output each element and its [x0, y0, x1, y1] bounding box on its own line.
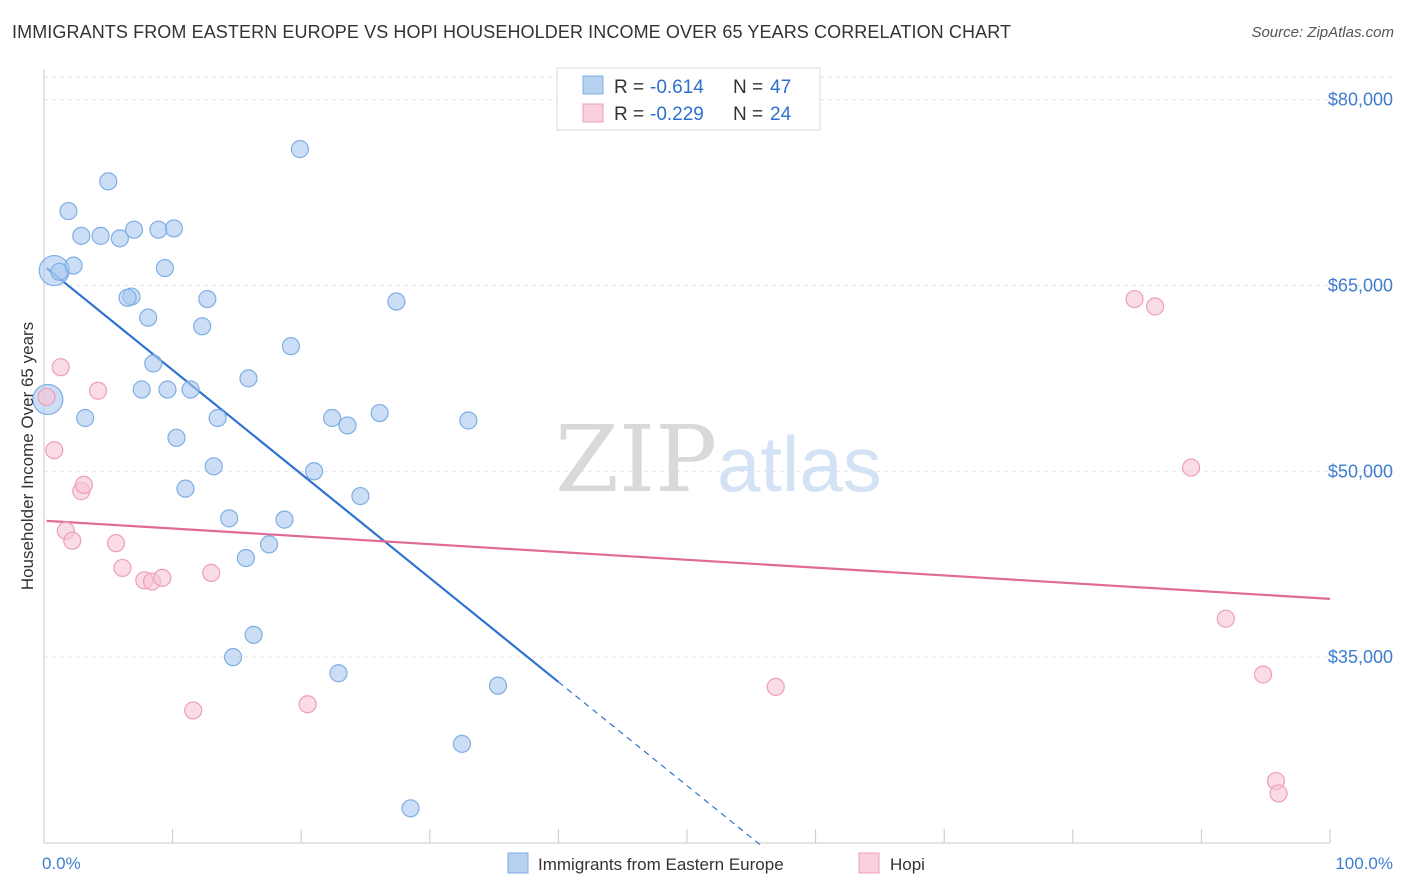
watermark: ZIP atlas	[555, 406, 882, 513]
point-eastern-europe	[244, 625, 263, 644]
stats-legend-swatch-pink	[582, 103, 604, 123]
point-eastern-europe	[158, 380, 177, 399]
legend-label-hopi: Hopi	[890, 855, 925, 874]
point-hopi	[202, 563, 221, 582]
point-eastern-europe	[401, 799, 420, 818]
point-eastern-europe	[198, 289, 217, 309]
point-eastern-europe	[322, 408, 342, 428]
point-eastern-europe	[132, 380, 151, 399]
legend-swatch-eastern-europe	[507, 852, 529, 874]
y-tick-label: $50,000	[1328, 461, 1393, 481]
point-hopi	[63, 531, 82, 550]
point-eastern-europe	[338, 416, 357, 435]
point-eastern-europe	[459, 411, 478, 430]
point-eastern-europe	[220, 509, 239, 528]
y-tick-label: $35,000	[1328, 647, 1393, 667]
stats-r-value-pink: -0.229	[650, 104, 704, 125]
point-eastern-europe	[155, 258, 174, 278]
grid-lines	[44, 76, 1393, 658]
trend-line-series-0	[45, 267, 560, 683]
x-tick-label-max: 100.0%	[1335, 854, 1393, 873]
point-eastern-europe	[193, 317, 212, 336]
point-hopi	[153, 568, 172, 587]
point-eastern-europe	[72, 226, 91, 245]
point-eastern-europe	[164, 219, 183, 238]
point-eastern-europe	[144, 354, 163, 373]
stats-n-label-blue: N =	[733, 77, 763, 98]
chart-title: IMMIGRANTS FROM EASTERN EUROPE VS HOPI H…	[12, 22, 1012, 42]
y-tick-label: $65,000	[1328, 275, 1393, 295]
watermark-zip: ZIP	[555, 406, 717, 513]
point-hopi	[37, 387, 56, 407]
watermark-atlas: atlas	[717, 420, 882, 508]
trend-lines	[45, 267, 1331, 849]
x-ticks	[43, 829, 1331, 843]
point-eastern-europe	[452, 734, 472, 753]
stats-r-label-blue: R =	[614, 77, 644, 98]
point-hopi	[1216, 609, 1235, 628]
point-hopi	[298, 695, 317, 714]
point-hopi	[106, 534, 126, 553]
point-hopi	[1125, 289, 1144, 309]
point-eastern-europe	[124, 220, 144, 239]
stats-r-value-blue: -0.614	[650, 77, 704, 98]
stats-n-value-blue: 47	[770, 77, 791, 98]
stats-n-value-pink: 24	[770, 104, 792, 125]
point-eastern-europe	[110, 229, 129, 248]
point-eastern-europe	[275, 510, 294, 529]
point-eastern-europe	[387, 292, 406, 311]
point-eastern-europe	[329, 664, 348, 683]
stats-n-label-pink: N =	[733, 104, 763, 125]
point-eastern-europe	[181, 380, 200, 399]
point-eastern-europe	[204, 457, 223, 476]
point-eastern-europe	[488, 676, 508, 695]
point-eastern-europe	[91, 226, 110, 245]
y-tick-labels: $35,000 $50,000 $65,000 $80,000	[1328, 90, 1393, 668]
point-hopi	[1182, 458, 1201, 477]
data-points	[32, 140, 1288, 818]
legend-label-eastern-europe: Immigrants from Eastern Europe	[538, 855, 784, 874]
point-eastern-europe	[239, 369, 258, 388]
point-hopi	[766, 677, 785, 696]
point-eastern-europe	[176, 479, 195, 498]
point-eastern-europe	[370, 403, 389, 423]
point-hopi	[74, 475, 93, 495]
point-eastern-europe	[304, 462, 324, 481]
stats-legend: R = -0.614 N = 47 R = -0.229 N = 24	[556, 67, 821, 131]
point-eastern-europe	[236, 548, 256, 568]
point-eastern-europe	[59, 201, 78, 221]
point-hopi	[1146, 297, 1165, 316]
trend-line-extension-series-0	[558, 681, 765, 849]
point-hopi	[51, 358, 70, 377]
stats-r-label-pink: R =	[614, 104, 644, 125]
point-eastern-europe	[281, 337, 301, 356]
point-eastern-europe	[223, 648, 243, 667]
point-hopi	[45, 441, 64, 460]
y-axis-label: Householder Income Over 65 years	[18, 322, 37, 590]
point-hopi	[1254, 665, 1273, 684]
point-eastern-europe	[99, 172, 118, 191]
x-tick-label-min: 0.0%	[42, 854, 81, 873]
point-eastern-europe	[139, 308, 158, 327]
point-eastern-europe	[290, 140, 310, 159]
series-legend: Immigrants from Eastern Europe Hopi	[507, 852, 925, 874]
point-eastern-europe	[259, 535, 279, 554]
trend-line-series-1	[46, 519, 1331, 601]
y-tick-label: $80,000	[1328, 90, 1393, 110]
point-eastern-europe	[64, 256, 83, 275]
point-hopi	[88, 381, 108, 400]
point-eastern-europe	[351, 486, 370, 506]
point-hopi	[113, 558, 132, 578]
point-hopi	[1269, 784, 1288, 803]
point-eastern-europe	[167, 428, 186, 447]
point-eastern-europe	[118, 288, 137, 307]
point-hopi	[184, 701, 203, 720]
chart-source: Source: ZipAtlas.com	[1251, 24, 1394, 41]
stats-legend-swatch-blue	[582, 75, 604, 95]
point-eastern-europe	[76, 408, 95, 428]
point-eastern-europe	[208, 408, 227, 428]
legend-swatch-hopi	[858, 852, 880, 874]
point-eastern-europe	[149, 220, 168, 239]
